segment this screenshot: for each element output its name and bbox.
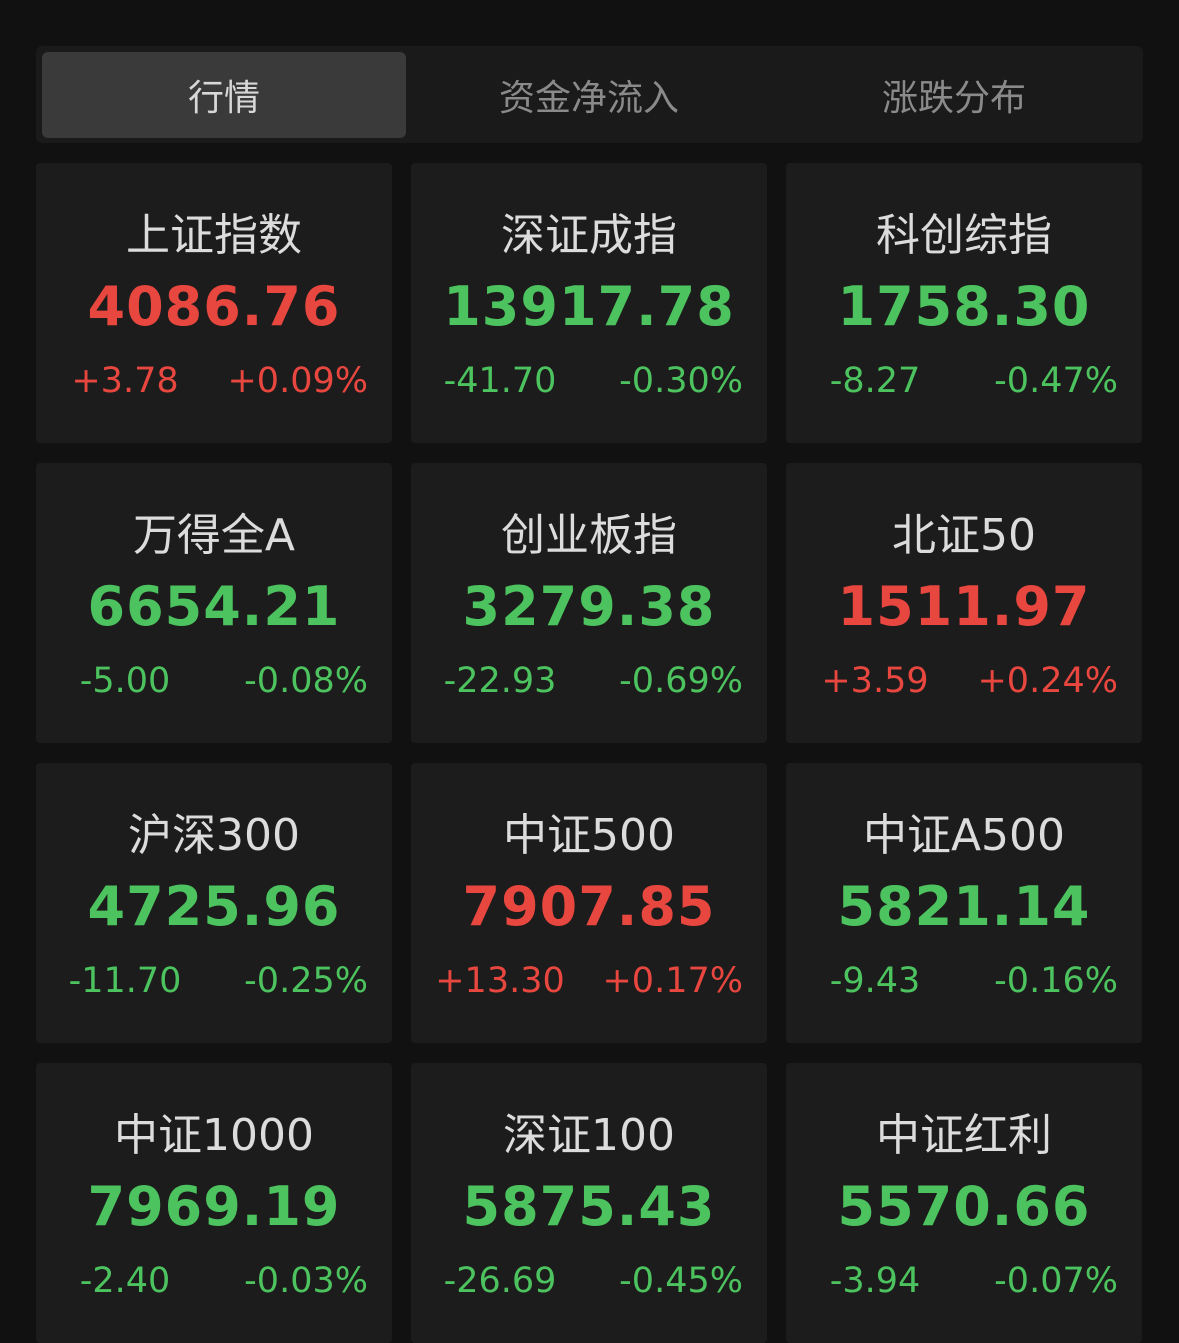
index-value: 4086.76 [87, 275, 341, 338]
index-change-percent: -0.25% [244, 961, 368, 1001]
index-value: 5875.43 [462, 1175, 716, 1238]
index-card[interactable]: 中证500 7907.85 +13.30 +0.17% [411, 763, 767, 1043]
index-name: 上证指数 [126, 210, 302, 261]
index-change: +3.78 [71, 361, 179, 401]
index-name: 深证100 [503, 1110, 675, 1161]
index-change: +13.30 [435, 961, 565, 1001]
index-change: -5.00 [79, 661, 171, 701]
index-card[interactable]: 中证1000 7969.19 -2.40 -0.03% [36, 1063, 392, 1343]
index-name: 中证1000 [114, 1110, 314, 1161]
index-name: 沪深300 [128, 810, 300, 861]
index-change-percent: -0.30% [619, 361, 743, 401]
index-card[interactable]: 沪深300 4725.96 -11.70 -0.25% [36, 763, 392, 1043]
index-name: 深证成指 [501, 210, 677, 261]
index-card[interactable]: 深证100 5875.43 -26.69 -0.45% [411, 1063, 767, 1343]
index-card[interactable]: 科创综指 1758.30 -8.27 -0.47% [786, 163, 1142, 443]
index-value: 13917.78 [443, 275, 735, 338]
index-value: 6654.21 [87, 575, 341, 638]
index-name: 中证500 [503, 810, 675, 861]
index-card[interactable]: 深证成指 13917.78 -41.70 -0.30% [411, 163, 767, 443]
index-change-percent: -0.16% [994, 961, 1118, 1001]
index-change: -41.70 [443, 361, 557, 401]
index-change-percent: -0.08% [244, 661, 368, 701]
index-change-percent: -0.45% [619, 1261, 743, 1301]
index-value: 4725.96 [87, 875, 341, 938]
index-change-percent: -0.03% [244, 1261, 368, 1301]
index-card[interactable]: 中证A500 5821.14 -9.43 -0.16% [786, 763, 1142, 1043]
index-change: -2.40 [79, 1261, 171, 1301]
index-change: +3.59 [821, 661, 929, 701]
tab-market[interactable]: 行情 [42, 52, 406, 138]
index-change: -3.94 [829, 1261, 921, 1301]
index-value: 5821.14 [837, 875, 1091, 938]
index-change: -9.43 [829, 961, 921, 1001]
tab-distribution[interactable]: 涨跌分布 [881, 78, 1026, 119]
index-value: 7969.19 [87, 1175, 341, 1238]
index-name: 北证50 [892, 510, 1036, 561]
index-change: -26.69 [443, 1261, 557, 1301]
index-value: 1511.97 [837, 575, 1091, 638]
index-change: -22.93 [443, 661, 557, 701]
index-card[interactable]: 中证红利 5570.66 -3.94 -0.07% [786, 1063, 1142, 1343]
index-name: 中证A500 [862, 810, 1066, 861]
index-value: 7907.85 [462, 875, 716, 938]
index-change-percent: +0.24% [977, 661, 1118, 701]
tab-net-inflow[interactable]: 资金净流入 [498, 78, 679, 119]
index-value: 5570.66 [837, 1175, 1091, 1238]
index-name: 科创综指 [876, 210, 1052, 261]
index-change-percent: -0.69% [619, 661, 743, 701]
index-change-percent: -0.47% [994, 361, 1118, 401]
index-change-percent: +0.17% [602, 961, 743, 1001]
index-name: 中证红利 [876, 1110, 1052, 1161]
index-change: -8.27 [829, 361, 921, 401]
index-change-percent: -0.07% [994, 1261, 1118, 1301]
index-change: -11.70 [68, 961, 182, 1001]
index-name: 万得全A [132, 510, 296, 561]
index-change-percent: +0.09% [227, 361, 368, 401]
index-value: 1758.30 [837, 275, 1091, 338]
index-card[interactable]: 北证50 1511.97 +3.59 +0.24% [786, 463, 1142, 743]
tab-bar: 行情 资金净流入 涨跌分布 [36, 46, 1143, 143]
index-card[interactable]: 上证指数 4086.76 +3.78 +0.09% [36, 163, 392, 443]
index-name: 创业板指 [501, 510, 677, 561]
index-card[interactable]: 创业板指 3279.38 -22.93 -0.69% [411, 463, 767, 743]
index-card[interactable]: 万得全A 6654.21 -5.00 -0.08% [36, 463, 392, 743]
index-value: 3279.38 [462, 575, 716, 638]
